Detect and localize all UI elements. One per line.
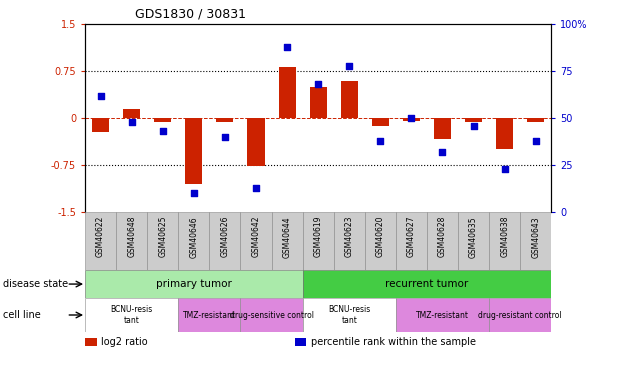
Bar — [365, 212, 396, 270]
Text: GSM40635: GSM40635 — [469, 216, 478, 258]
Bar — [465, 118, 482, 122]
Point — [158, 128, 168, 134]
Bar — [241, 212, 272, 270]
Text: GSM40642: GSM40642 — [251, 216, 260, 258]
Bar — [241, 298, 302, 332]
Point — [313, 81, 323, 87]
Text: GSM40623: GSM40623 — [345, 216, 353, 258]
Bar — [434, 118, 451, 139]
Text: GSM40627: GSM40627 — [407, 216, 416, 258]
Point — [469, 123, 479, 129]
Bar — [334, 212, 365, 270]
Point — [189, 190, 199, 196]
Bar — [302, 270, 551, 298]
Bar — [216, 118, 234, 122]
Bar — [85, 338, 97, 346]
Bar — [85, 298, 178, 332]
Text: GSM40619: GSM40619 — [314, 216, 323, 258]
Bar — [427, 212, 458, 270]
Text: disease state: disease state — [3, 279, 68, 289]
Text: cell line: cell line — [3, 310, 41, 320]
Bar — [178, 212, 209, 270]
Text: GSM40643: GSM40643 — [531, 216, 540, 258]
Bar — [520, 212, 551, 270]
Text: GSM40622: GSM40622 — [96, 216, 105, 257]
Point — [530, 138, 541, 144]
Bar — [396, 212, 427, 270]
Bar — [341, 81, 358, 118]
Text: TMZ-resistant: TMZ-resistant — [183, 310, 236, 320]
Point — [127, 119, 137, 125]
Text: recurrent tumor: recurrent tumor — [386, 279, 469, 289]
Bar — [527, 118, 544, 122]
Bar — [185, 118, 202, 184]
Bar — [403, 118, 420, 121]
Bar — [278, 67, 295, 118]
Bar — [209, 212, 241, 270]
Bar — [309, 87, 327, 118]
Bar — [85, 212, 116, 270]
Bar — [178, 298, 241, 332]
Text: drug-sensitive control: drug-sensitive control — [229, 310, 314, 320]
Bar — [396, 298, 489, 332]
Bar — [92, 118, 109, 132]
Bar — [372, 118, 389, 126]
Text: GSM40625: GSM40625 — [158, 216, 167, 258]
Bar — [489, 212, 520, 270]
Text: log2 ratio: log2 ratio — [101, 337, 148, 347]
Text: GDS1830 / 30831: GDS1830 / 30831 — [135, 8, 246, 21]
Point — [375, 138, 386, 144]
Text: BCNU-resis
tant: BCNU-resis tant — [328, 305, 370, 325]
Point — [96, 93, 106, 99]
Bar — [85, 270, 302, 298]
Text: GSM40628: GSM40628 — [438, 216, 447, 257]
Text: TMZ-resistant: TMZ-resistant — [416, 310, 469, 320]
Bar — [302, 212, 334, 270]
Text: GSM40638: GSM40638 — [500, 216, 509, 258]
Bar — [123, 109, 140, 118]
Text: percentile rank within the sample: percentile rank within the sample — [311, 337, 476, 347]
Bar — [489, 298, 551, 332]
Text: BCNU-resis
tant: BCNU-resis tant — [110, 305, 153, 325]
Bar — [458, 212, 489, 270]
Bar — [295, 338, 307, 346]
Bar — [248, 118, 265, 166]
Text: primary tumor: primary tumor — [156, 279, 232, 289]
Point — [344, 63, 354, 69]
Point — [220, 134, 230, 140]
Bar — [147, 212, 178, 270]
Bar — [116, 212, 147, 270]
Text: GSM40620: GSM40620 — [376, 216, 385, 258]
Point — [282, 44, 292, 50]
Text: GSM40626: GSM40626 — [220, 216, 229, 258]
Text: GSM40644: GSM40644 — [283, 216, 292, 258]
Text: GSM40646: GSM40646 — [190, 216, 198, 258]
Bar — [302, 298, 396, 332]
Point — [500, 166, 510, 172]
Text: GSM40648: GSM40648 — [127, 216, 136, 258]
Bar — [272, 212, 302, 270]
Bar — [154, 118, 171, 122]
Bar — [496, 118, 513, 149]
Text: drug-resistant control: drug-resistant control — [478, 310, 562, 320]
Point — [251, 184, 261, 190]
Point — [437, 149, 447, 155]
Point — [406, 115, 416, 121]
